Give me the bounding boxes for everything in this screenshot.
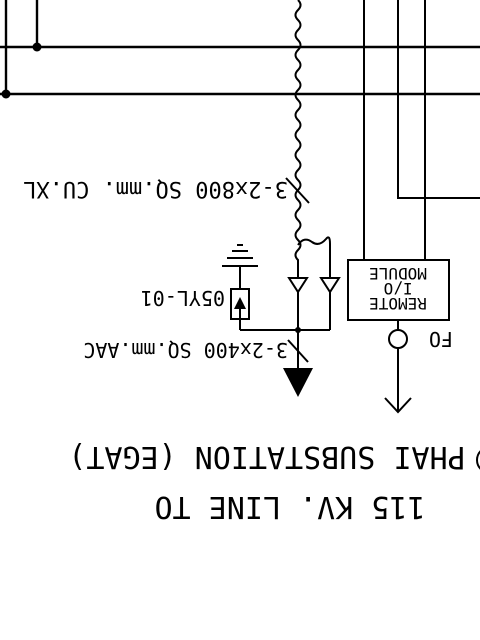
line-destination: PHAI SUBSTATION (EGAT) bbox=[68, 439, 465, 474]
module-label-line1: REMOTE bbox=[369, 294, 427, 313]
arrester-label: 05YL-01 bbox=[141, 286, 225, 310]
fiber-connector-icon bbox=[388, 329, 408, 349]
module-label-line2: I/O bbox=[384, 279, 413, 298]
terminal-triangle-2 bbox=[319, 277, 341, 294]
main-cable-wavy bbox=[294, 0, 302, 278]
cable-lower-tick bbox=[287, 339, 309, 363]
junction-dot-lower bbox=[1, 89, 11, 99]
line-title: 115 KV. LINE TO bbox=[155, 489, 426, 524]
module-label-line3: MODULE bbox=[369, 264, 427, 283]
ground-icon bbox=[222, 244, 258, 267]
fiber-label: FO bbox=[429, 327, 453, 351]
terminal-junction-dot bbox=[295, 327, 301, 333]
cable-upper-tick bbox=[285, 177, 310, 204]
cable-branch bbox=[297, 236, 331, 278]
control-wire-2 bbox=[397, 0, 480, 199]
cable-lower-label: 3-2x400 SQ.mm.AAC bbox=[83, 338, 288, 362]
junction-dot-upper bbox=[32, 42, 42, 52]
terminal-triangle-1 bbox=[287, 277, 309, 294]
arrester-arrow-icon bbox=[234, 297, 246, 309]
cable-upper-label: 3-2x800 SQ.mm. CU.XL bbox=[23, 176, 288, 201]
line-end-arrow-icon bbox=[283, 368, 313, 397]
fiber-arrow-icon bbox=[384, 397, 412, 414]
edge-symbol bbox=[476, 450, 480, 470]
